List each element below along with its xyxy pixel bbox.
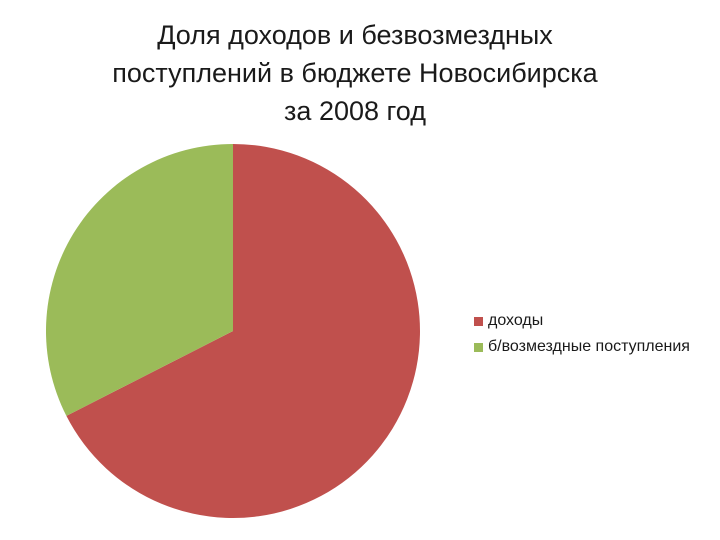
legend-label-bezvozmezdnye: б/возмездные поступления [488,338,690,355]
legend-label-dohody: доходы [488,312,544,329]
legend-swatch-dohody [474,316,483,326]
pie-slice-bezvozmezdnye [45,143,233,416]
legend-item-bezvozmezdnye: б/возмездные поступления [474,334,690,360]
chart-title-line-3: за 2008 год [284,96,426,126]
legend-item-dohody: доходы [474,308,690,334]
chart-legend: доходы б/возмездные поступления [474,308,690,360]
legend-swatch-bezvozmezdnye [474,342,483,352]
chart-title-line-2: поступлений в бюджете Новосибирска [112,58,598,88]
chart-title: Доля доходов и безвозмездных поступлений… [40,16,670,130]
chart-title-line-1: Доля доходов и безвозмездных [157,20,553,50]
pie-slice-dohody [66,144,420,518]
